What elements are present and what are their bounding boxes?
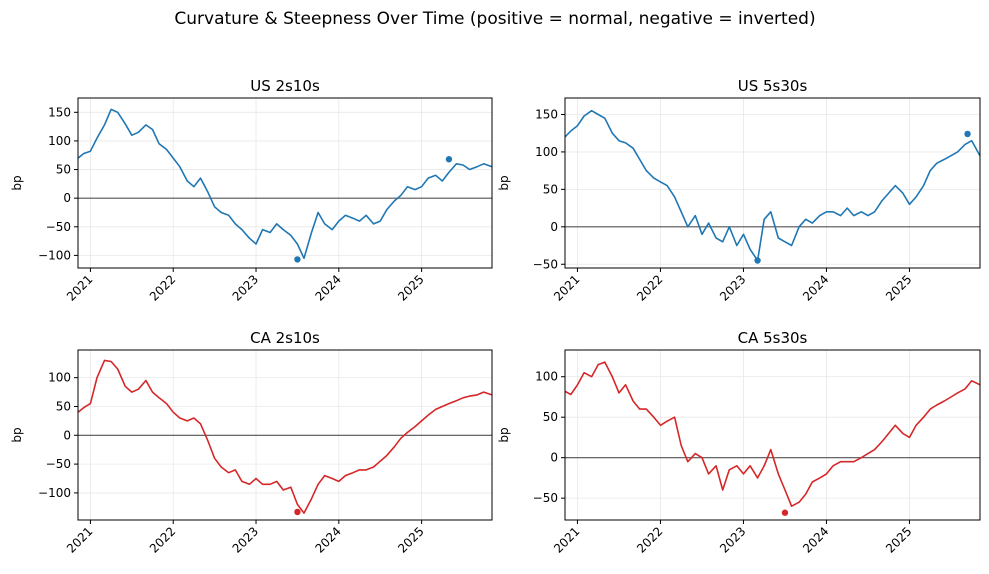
x-tick-label: 2021 bbox=[64, 524, 95, 555]
x-tick-label: 2022 bbox=[147, 272, 178, 303]
y-tick-label: −50 bbox=[46, 457, 71, 471]
series-line bbox=[77, 359, 493, 514]
x-tick-label: 2024 bbox=[312, 272, 343, 303]
y-tick-label: 50 bbox=[56, 163, 71, 177]
extreme-marker bbox=[445, 156, 453, 163]
plot-frame bbox=[564, 97, 981, 269]
x-tick-label: 2022 bbox=[147, 524, 178, 555]
panel-title: US 2s10s bbox=[250, 77, 320, 95]
x-tick-label: 2024 bbox=[800, 524, 831, 555]
y-tick-label: 0 bbox=[63, 428, 71, 442]
extreme-marker bbox=[294, 256, 301, 263]
x-tick-label: 2023 bbox=[717, 272, 748, 303]
x-tick-label: 2025 bbox=[395, 524, 426, 555]
y-tick-label: −50 bbox=[533, 257, 558, 271]
y-tick-label: 50 bbox=[543, 410, 558, 424]
y-axis-label: bp bbox=[10, 175, 24, 190]
y-tick-label: 50 bbox=[543, 182, 558, 196]
y-tick-label: −50 bbox=[46, 220, 71, 234]
y-axis-label: bp bbox=[497, 175, 511, 190]
panel-title: CA 5s30s bbox=[738, 329, 808, 347]
y-tick-label: 100 bbox=[535, 370, 558, 384]
y-tick-label: −100 bbox=[38, 486, 71, 500]
extreme-marker bbox=[781, 509, 789, 516]
series-line bbox=[564, 109, 981, 262]
x-tick-label: 2025 bbox=[395, 272, 426, 303]
x-tick-label: 2021 bbox=[551, 524, 582, 555]
y-tick-label: 0 bbox=[550, 451, 558, 465]
y-axis-label: bp bbox=[10, 427, 24, 442]
y-tick-label: 150 bbox=[535, 107, 558, 121]
x-tick-label: 2024 bbox=[800, 272, 831, 303]
figure-title: Curvature & Steepness Over Time (positiv… bbox=[174, 9, 815, 29]
series-line bbox=[77, 108, 493, 260]
x-tick-label: 2023 bbox=[230, 272, 261, 303]
y-tick-label: 150 bbox=[48, 105, 71, 119]
x-tick-label: 2022 bbox=[634, 524, 665, 555]
chart-panel: 100 50 0 −50 2021 2022 2023 2024 2025 CA 5s30s bp bbox=[497, 329, 981, 556]
x-tick-label: 2021 bbox=[551, 272, 582, 303]
y-tick-label: 100 bbox=[48, 371, 71, 385]
y-tick-label: 50 bbox=[56, 399, 71, 413]
x-tick-label: 2025 bbox=[883, 272, 914, 303]
y-tick-label: −50 bbox=[533, 491, 558, 505]
y-tick-label: 100 bbox=[535, 145, 558, 159]
x-tick-label: 2023 bbox=[230, 524, 261, 555]
chart-panel: 100 50 0 −50 −100 2021 2022 2023 2024 2025 CA 2s10… bbox=[10, 329, 493, 556]
y-tick-label: 100 bbox=[48, 134, 71, 148]
x-tick-label: 2025 bbox=[883, 524, 914, 555]
chart-panel: 150 100 50 0 −50 −100 2021 2022 2023 2024 2025 US 2… bbox=[10, 77, 493, 304]
x-tick-label: 2022 bbox=[634, 272, 665, 303]
plot-frame bbox=[77, 97, 493, 269]
y-tick-label: 0 bbox=[550, 220, 558, 234]
extreme-marker bbox=[754, 257, 761, 264]
y-tick-label: −100 bbox=[38, 248, 71, 262]
panel-title: CA 2s10s bbox=[250, 329, 320, 347]
series-line bbox=[564, 361, 981, 508]
x-tick-label: 2023 bbox=[717, 524, 748, 555]
plot-frame bbox=[564, 349, 981, 521]
x-tick-label: 2024 bbox=[312, 524, 343, 555]
x-tick-label: 2021 bbox=[64, 272, 95, 303]
y-axis-label: bp bbox=[497, 427, 511, 442]
panel-title: US 5s30s bbox=[738, 77, 808, 95]
extreme-marker bbox=[964, 130, 971, 138]
extreme-marker bbox=[294, 508, 301, 516]
y-tick-label: 0 bbox=[63, 191, 71, 205]
